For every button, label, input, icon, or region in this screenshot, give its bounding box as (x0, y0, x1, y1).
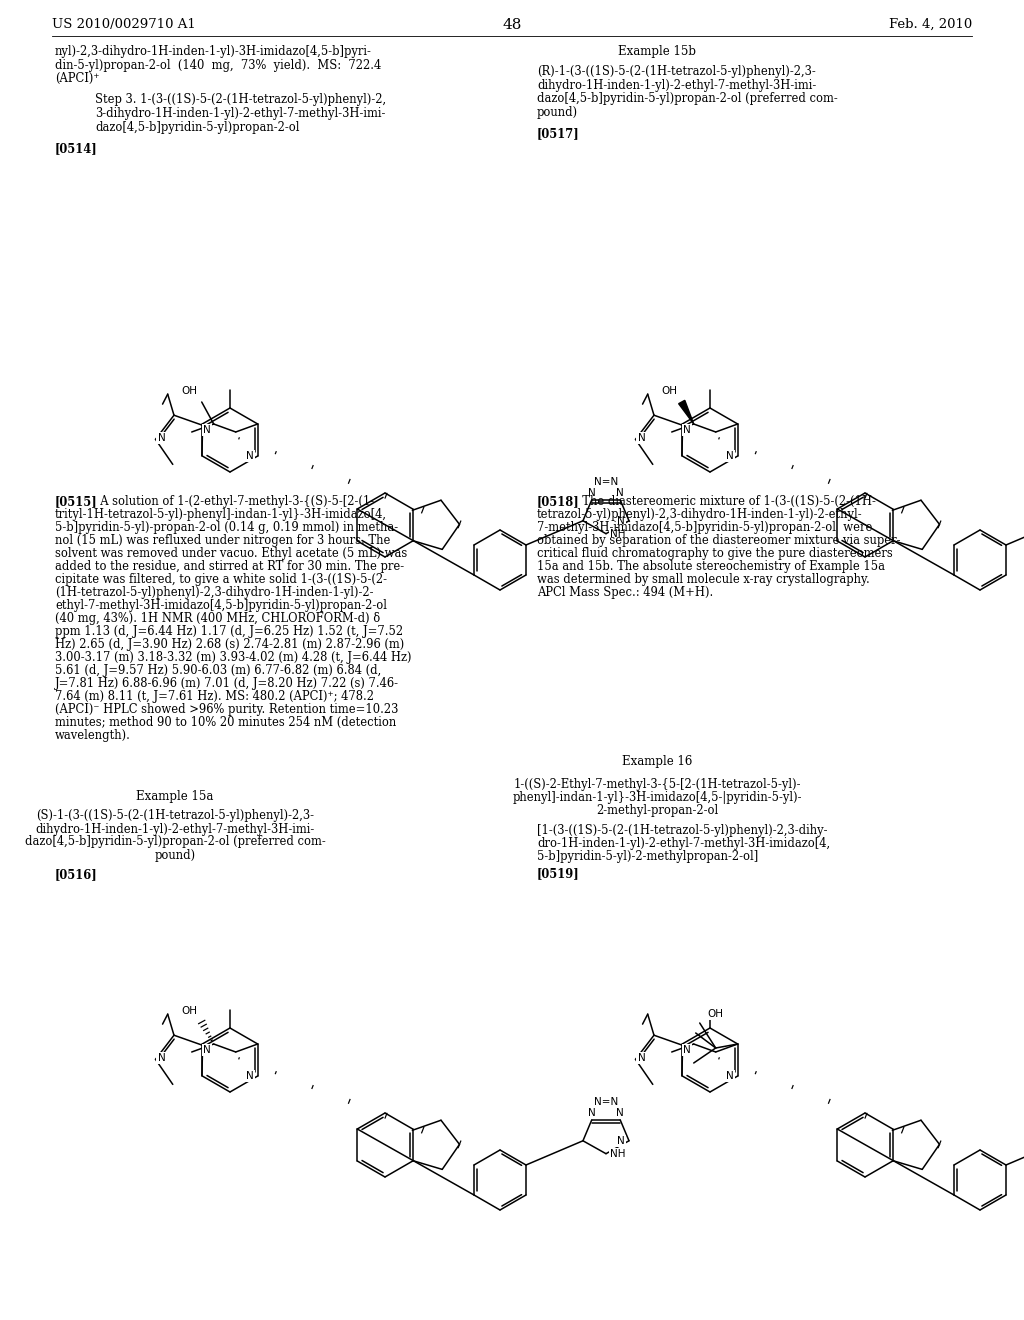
Text: obtained by separation of the diastereomer mixture via super-: obtained by separation of the diastereom… (537, 535, 900, 546)
Text: Example 15a: Example 15a (136, 789, 214, 803)
Text: 5-b]pyridin-5-yl)-propan-2-ol (0.14 g, 0.19 mmol) in metha-: 5-b]pyridin-5-yl)-propan-2-ol (0.14 g, 0… (55, 521, 398, 535)
Text: N: N (588, 488, 596, 498)
Text: N: N (204, 1045, 211, 1055)
Text: OH: OH (181, 385, 198, 396)
Text: N: N (246, 451, 254, 461)
Text: [1-(3-((1S)-5-(2-(1H-tetrazol-5-yl)phenyl)-2,3-dihy-: [1-(3-((1S)-5-(2-(1H-tetrazol-5-yl)pheny… (537, 824, 827, 837)
Text: Feb. 4, 2010: Feb. 4, 2010 (889, 18, 972, 30)
Text: dazo[4,5-b]pyridin-5-yl)propan-2-ol (preferred com-: dazo[4,5-b]pyridin-5-yl)propan-2-ol (pre… (537, 92, 838, 106)
Text: N: N (158, 1053, 165, 1064)
Text: NH: NH (610, 529, 626, 539)
Text: minutes; method 90 to 10% 20 minutes 254 nM (detection: minutes; method 90 to 10% 20 minutes 254… (55, 715, 396, 729)
Text: 1-((S)-2-Ethyl-7-methyl-3-{5-[2-(1H-tetrazol-5-yl)-: 1-((S)-2-Ethyl-7-methyl-3-{5-[2-(1H-tetr… (513, 779, 801, 792)
Text: N: N (246, 1071, 254, 1081)
Text: N: N (683, 1045, 691, 1055)
Text: ppm 1.13 (d, J=6.44 Hz) 1.17 (d, J=6.25 Hz) 1.52 (t, J=7.52: ppm 1.13 (d, J=6.44 Hz) 1.17 (d, J=6.25 … (55, 624, 403, 638)
Text: solvent was removed under vacuo. Ethyl acetate (5 mL) was: solvent was removed under vacuo. Ethyl a… (55, 546, 408, 560)
Text: N: N (617, 516, 625, 525)
Text: N: N (638, 1053, 645, 1064)
Text: OH: OH (662, 385, 678, 396)
Text: The diastereomeric mixture of 1-(3-((1S)-5-(2-(1H-: The diastereomeric mixture of 1-(3-((1S)… (575, 495, 876, 508)
Text: cipitate was filtered, to give a white solid 1-(3-((1S)-5-(2-: cipitate was filtered, to give a white s… (55, 573, 387, 586)
Text: US 2010/0029710 A1: US 2010/0029710 A1 (52, 18, 196, 30)
Text: added to the residue, and stirred at RT for 30 min. The pre-: added to the residue, and stirred at RT … (55, 560, 404, 573)
Text: OH: OH (708, 1008, 724, 1019)
Text: Example 15b: Example 15b (618, 45, 696, 58)
Text: ethyl-7-methyl-3H-imidazo[4,5-b]pyridin-5-yl)propan-2-ol: ethyl-7-methyl-3H-imidazo[4,5-b]pyridin-… (55, 599, 387, 612)
Text: pound): pound) (537, 106, 579, 119)
Text: [0518]: [0518] (537, 495, 580, 508)
Text: N: N (616, 488, 624, 498)
Text: 3-dihydro-1H-inden-1-yl)-2-ethyl-7-methyl-3H-imi-: 3-dihydro-1H-inden-1-yl)-2-ethyl-7-methy… (95, 107, 385, 120)
Text: N: N (638, 433, 645, 444)
Text: Hz) 2.65 (d, J=3.90 Hz) 2.68 (s) 2.74-2.81 (m) 2.87-2.96 (m): Hz) 2.65 (d, J=3.90 Hz) 2.68 (s) 2.74-2.… (55, 638, 404, 651)
Text: wavelength).: wavelength). (55, 729, 131, 742)
Text: [0517]: [0517] (537, 127, 580, 140)
Text: tetrazol-5-yl)phenyl)-2,3-dihydro-1H-inden-1-yl)-2-ethyl-: tetrazol-5-yl)phenyl)-2,3-dihydro-1H-ind… (537, 508, 862, 521)
Text: critical fluid chromatography to give the pure diastereomers: critical fluid chromatography to give th… (537, 546, 893, 560)
Text: 48: 48 (503, 18, 521, 32)
Text: N: N (158, 433, 165, 444)
Text: phenyl]-indan-1-yl}-3H-imidazo[4,5-|pyridin-5-yl)-: phenyl]-indan-1-yl}-3H-imidazo[4,5-|pyri… (512, 792, 802, 804)
Text: [0519]: [0519] (537, 867, 580, 880)
Text: dro-1H-inden-1-yl)-2-ethyl-7-methyl-3H-imidazo[4,: dro-1H-inden-1-yl)-2-ethyl-7-methyl-3H-i… (537, 837, 830, 850)
Polygon shape (679, 400, 693, 424)
Text: (40 mg, 43%). 1H NMR (400 MHz, CHLOROFORM-d) δ: (40 mg, 43%). 1H NMR (400 MHz, CHLOROFOR… (55, 612, 380, 624)
Text: (APCI)⁻ HPLC showed >96% purity. Retention time=10.23: (APCI)⁻ HPLC showed >96% purity. Retenti… (55, 704, 398, 715)
Text: din-5-yl)propan-2-ol  (140  mg,  73%  yield).  MS:  722.4: din-5-yl)propan-2-ol (140 mg, 73% yield)… (55, 58, 381, 71)
Text: NH: NH (610, 1148, 626, 1159)
Text: [0514]: [0514] (55, 143, 97, 154)
Text: (APCI)⁺: (APCI)⁺ (55, 73, 99, 84)
Text: N: N (726, 451, 734, 461)
Text: nyl)-2,3-dihydro-1H-inden-1-yl)-3H-imidazo[4,5-b]pyri-: nyl)-2,3-dihydro-1H-inden-1-yl)-3H-imida… (55, 45, 372, 58)
Text: (1H-tetrazol-5-yl)phenyl)-2,3-dihydro-1H-inden-1-yl)-2-: (1H-tetrazol-5-yl)phenyl)-2,3-dihydro-1H… (55, 586, 374, 599)
Text: [0516]: [0516] (55, 869, 97, 880)
Text: N=N: N=N (594, 477, 618, 487)
Text: pound): pound) (155, 849, 196, 862)
Text: trityl-1H-tetrazol-5-yl)-phenyl]-indan-1-yl}-3H-imidazo[4,: trityl-1H-tetrazol-5-yl)-phenyl]-indan-1… (55, 508, 387, 521)
Text: N: N (588, 1107, 596, 1118)
Text: 5-b]pyridin-5-yl)-2-methylpropan-2-ol]: 5-b]pyridin-5-yl)-2-methylpropan-2-ol] (537, 850, 758, 863)
Text: Step 3. 1-(3-((1S)-5-(2-(1H-tetrazol-5-yl)phenyl)-2,: Step 3. 1-(3-((1S)-5-(2-(1H-tetrazol-5-y… (95, 94, 386, 107)
Text: N: N (617, 1135, 625, 1146)
Text: Example 16: Example 16 (622, 755, 692, 768)
Text: [0515]: [0515] (55, 495, 97, 508)
Text: was determined by small molecule x-ray crystallography.: was determined by small molecule x-ray c… (537, 573, 869, 586)
Text: OH: OH (181, 1006, 198, 1016)
Text: (S)-1-(3-((1S)-5-(2-(1H-tetrazol-5-yl)phenyl)-2,3-: (S)-1-(3-((1S)-5-(2-(1H-tetrazol-5-yl)ph… (36, 809, 314, 822)
Text: APCl Mass Spec.: 494 (M+H).: APCl Mass Spec.: 494 (M+H). (537, 586, 714, 599)
Text: 7-methyl-3H-imidazo[4,5-b]pyridin-5-yl)propan-2-ol  were: 7-methyl-3H-imidazo[4,5-b]pyridin-5-yl)p… (537, 521, 872, 535)
Text: 3.00-3.17 (m) 3.18-3.32 (m) 3.93-4.02 (m) 4.28 (t, J=6.44 Hz): 3.00-3.17 (m) 3.18-3.32 (m) 3.93-4.02 (m… (55, 651, 412, 664)
Text: dazo[4,5-b]pyridin-5-yl)propan-2-ol: dazo[4,5-b]pyridin-5-yl)propan-2-ol (95, 120, 299, 133)
Text: N: N (204, 425, 211, 436)
Text: N: N (683, 425, 691, 436)
Text: N: N (726, 1071, 734, 1081)
Text: A solution of 1-(2-ethyl-7-methyl-3-{(S)-5-[2-(1-: A solution of 1-(2-ethyl-7-methyl-3-{(S)… (93, 495, 374, 508)
Text: N: N (616, 1107, 624, 1118)
Text: 5.61 (d, J=9.57 Hz) 5.90-6.03 (m) 6.77-6.82 (m) 6.84 (d,: 5.61 (d, J=9.57 Hz) 5.90-6.03 (m) 6.77-6… (55, 664, 381, 677)
Text: 15a and 15b. The absolute stereochemistry of Example 15a: 15a and 15b. The absolute stereochemistr… (537, 560, 885, 573)
Text: dihydro-1H-inden-1-yl)-2-ethyl-7-methyl-3H-imi-: dihydro-1H-inden-1-yl)-2-ethyl-7-methyl-… (36, 822, 314, 836)
Text: 2-methyl-propan-2-ol: 2-methyl-propan-2-ol (596, 804, 718, 817)
Text: nol (15 mL) was refluxed under nitrogen for 3 hours. The: nol (15 mL) was refluxed under nitrogen … (55, 535, 390, 546)
Text: 7.64 (m) 8.11 (t, J=7.61 Hz). MS: 480.2 (APCI)⁺; 478.2: 7.64 (m) 8.11 (t, J=7.61 Hz). MS: 480.2 … (55, 690, 374, 704)
Text: (R)-1-(3-((1S)-5-(2-(1H-tetrazol-5-yl)phenyl)-2,3-: (R)-1-(3-((1S)-5-(2-(1H-tetrazol-5-yl)ph… (537, 65, 816, 78)
Text: dazo[4,5-b]pyridin-5-yl)propan-2-ol (preferred com-: dazo[4,5-b]pyridin-5-yl)propan-2-ol (pre… (25, 836, 326, 849)
Text: N=N: N=N (594, 1097, 618, 1106)
Text: J=7.81 Hz) 6.88-6.96 (m) 7.01 (d, J=8.20 Hz) 7.22 (s) 7.46-: J=7.81 Hz) 6.88-6.96 (m) 7.01 (d, J=8.20… (55, 677, 399, 690)
Text: dihydro-1H-inden-1-yl)-2-ethyl-7-methyl-3H-imi-: dihydro-1H-inden-1-yl)-2-ethyl-7-methyl-… (537, 79, 816, 92)
